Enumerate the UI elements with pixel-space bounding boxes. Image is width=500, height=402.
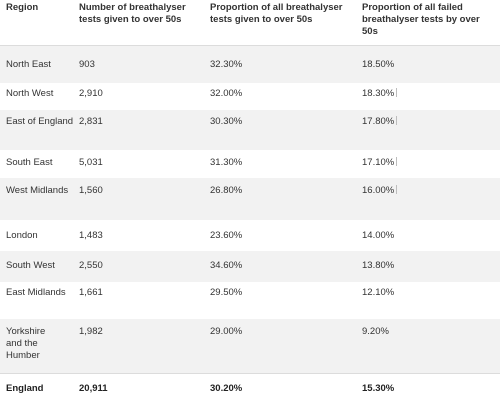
table-row: North East 903 32.30% 18.50% xyxy=(0,46,500,83)
cell-failed: 17.10% xyxy=(362,157,498,169)
cell-proportion: 30.20% xyxy=(210,383,243,394)
cell-tests: 2,550 xyxy=(79,260,103,271)
cell-region: London xyxy=(6,230,38,241)
cell-region: Yorkshire and the Humber xyxy=(6,326,46,361)
cell-failed-value: 17.10% xyxy=(362,157,395,168)
cell-failed-value: 13.80% xyxy=(362,260,395,271)
cell-failed: 18.30% xyxy=(362,88,498,100)
table-row: South East 5,031 31.30% 17.10% xyxy=(0,150,500,178)
cell-failed: 12.10% xyxy=(362,287,498,299)
header-failed: Proportion of all failed breathalyser te… xyxy=(362,2,480,37)
cell-failed-value: 16.00% xyxy=(362,185,395,196)
cell-region: England xyxy=(6,383,44,394)
cell-proportion: 29.50% xyxy=(210,287,243,298)
cell-failed: 14.00% xyxy=(362,230,498,242)
table-row: East of England 2,831 30.30% 17.80% xyxy=(0,110,500,150)
cell-failed-value: 14.00% xyxy=(362,230,395,241)
table-header: Region Number of breathalyser tests give… xyxy=(0,0,500,46)
header-tests: Number of breathalyser tests given to ov… xyxy=(79,2,186,25)
cell-proportion: 23.60% xyxy=(210,230,243,241)
cell-proportion: 32.30% xyxy=(210,59,243,70)
cell-proportion: 34.60% xyxy=(210,260,243,271)
bar-tick xyxy=(396,157,398,166)
cell-proportion: 26.80% xyxy=(210,185,243,196)
cell-tests: 2,910 xyxy=(79,88,103,99)
cell-region: West Midlands xyxy=(6,185,69,196)
cell-failed-value: 18.30% xyxy=(362,88,395,99)
cell-failed: 13.80% xyxy=(362,260,498,272)
cell-tests: 20,911 xyxy=(79,383,108,394)
cell-proportion: 31.30% xyxy=(210,157,243,168)
cell-tests: 903 xyxy=(79,59,95,70)
cell-tests: 1,982 xyxy=(79,326,103,337)
cell-region: North West xyxy=(6,88,54,99)
cell-failed: 16.00% xyxy=(362,185,498,197)
bar-tick xyxy=(396,116,398,125)
cell-failed: 9.20% xyxy=(362,326,498,338)
cell-failed: 17.80% xyxy=(362,116,498,128)
header-proportion: Proportion of all breathalyser tests giv… xyxy=(210,2,343,25)
cell-failed-value: 15.30% xyxy=(362,383,395,394)
cell-failed-value: 18.50% xyxy=(362,59,395,70)
cell-tests: 1,661 xyxy=(79,287,103,298)
table-row: North West 2,910 32.00% 18.30% xyxy=(0,83,500,110)
table-row: London 1,483 23.60% 14.00% xyxy=(0,220,500,251)
cell-region: North East xyxy=(6,59,51,70)
bar-tick xyxy=(396,185,398,194)
cell-failed-value: 12.10% xyxy=(362,287,395,298)
cell-tests: 1,560 xyxy=(79,185,103,196)
cell-failed: 18.50% xyxy=(362,59,498,71)
cell-tests: 5,031 xyxy=(79,157,103,168)
cell-failed: 15.30% xyxy=(362,383,498,395)
table-row: South West 2,550 34.60% 13.80% xyxy=(0,251,500,282)
cell-region: South West xyxy=(6,260,55,271)
cell-tests: 2,831 xyxy=(79,116,103,127)
table-row: East Midlands 1,661 29.50% 12.10% xyxy=(0,282,500,319)
cell-region: East of England xyxy=(6,116,74,127)
cell-proportion: 30.30% xyxy=(210,116,243,127)
table-row-total: England 20,911 30.20% 15.30% xyxy=(0,373,500,402)
table-row: West Midlands 1,560 26.80% 16.00% xyxy=(0,178,500,220)
bar-tick xyxy=(396,88,398,97)
cell-tests: 1,483 xyxy=(79,230,103,241)
table-row: Yorkshire and the Humber 1,982 29.00% 9.… xyxy=(0,319,500,373)
cell-proportion: 29.00% xyxy=(210,326,243,337)
cell-region: East Midlands xyxy=(6,287,66,298)
cell-proportion: 32.00% xyxy=(210,88,243,99)
cell-failed-value: 17.80% xyxy=(362,116,395,127)
cell-region: South East xyxy=(6,157,53,168)
header-region: Region xyxy=(6,2,39,13)
cell-failed-value: 9.20% xyxy=(362,326,389,337)
